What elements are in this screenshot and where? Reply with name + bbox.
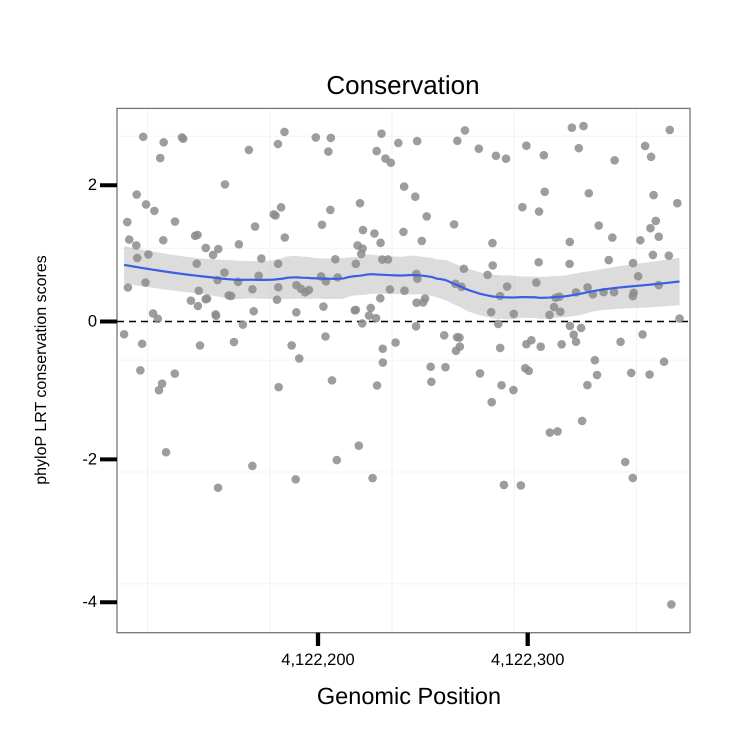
- svg-text:phyloP LRT conservation scores: phyloP LRT conservation scores: [33, 255, 50, 484]
- svg-text:4,122,300: 4,122,300: [491, 651, 564, 669]
- svg-text:Conservation: Conservation: [326, 70, 479, 100]
- svg-text:0: 0: [88, 313, 97, 331]
- svg-text:-2: -2: [82, 450, 97, 468]
- svg-text:Genomic Position: Genomic Position: [317, 683, 501, 709]
- svg-text:-4: -4: [82, 593, 97, 611]
- svg-text:4,122,200: 4,122,200: [281, 651, 354, 669]
- svg-text:2: 2: [88, 176, 97, 194]
